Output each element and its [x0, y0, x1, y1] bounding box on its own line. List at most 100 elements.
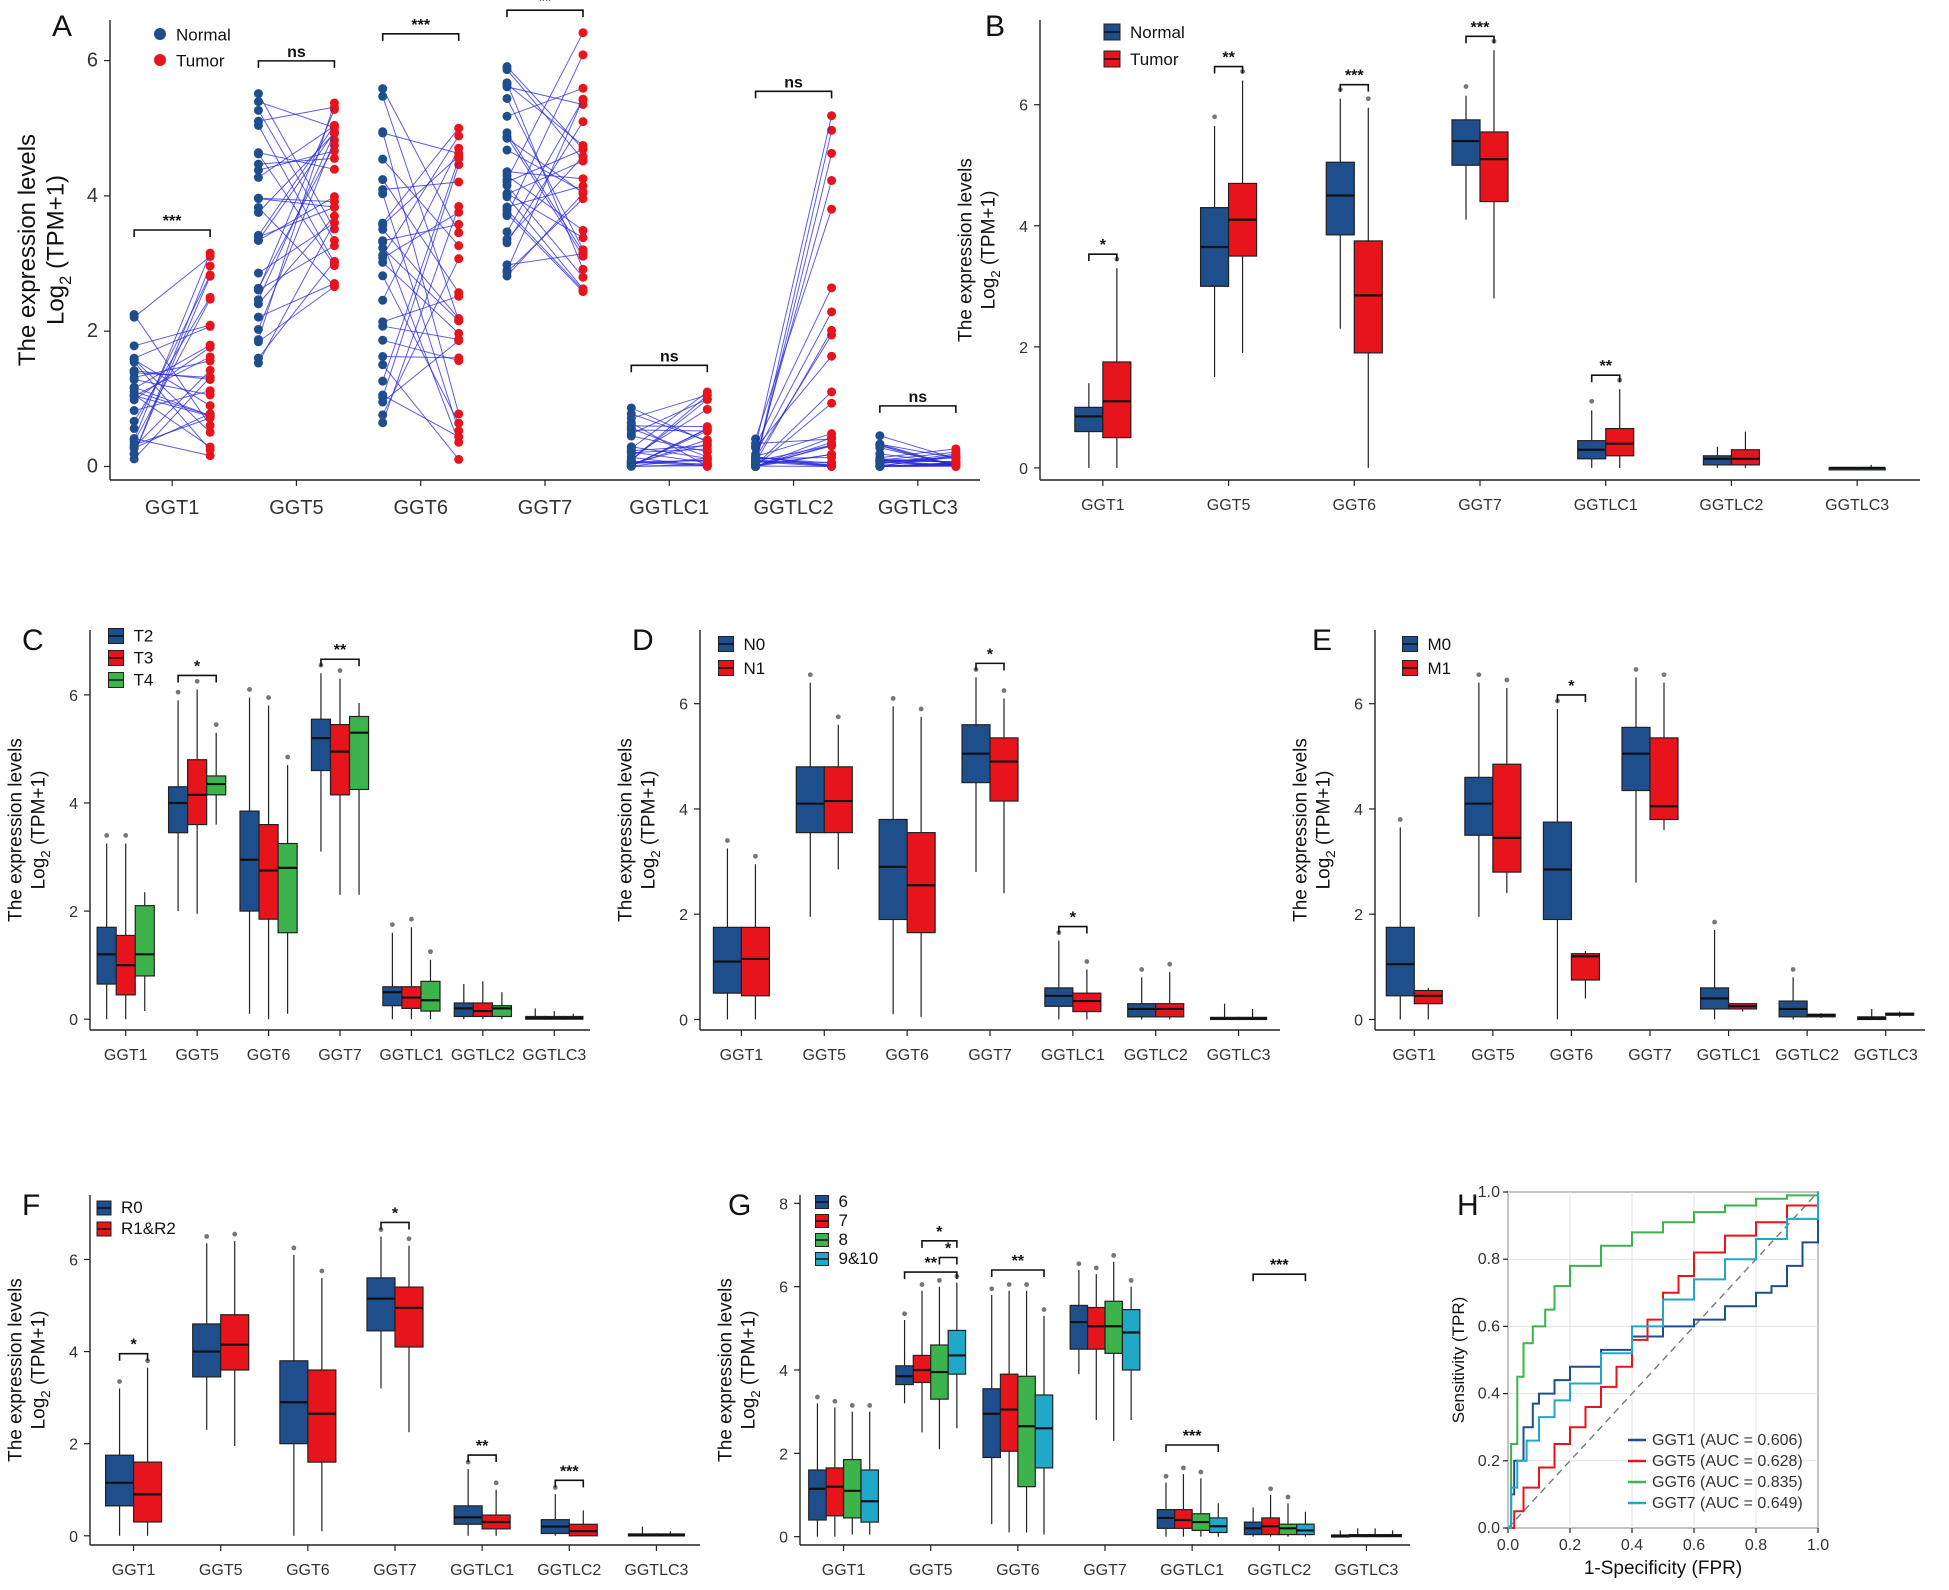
H-legend-label: GGT7 (AUC = 0.649)	[1652, 1495, 1803, 1512]
C-significance-label: *	[194, 658, 201, 675]
E-box-M0	[1385, 926, 1415, 997]
A-tumor-point	[205, 386, 215, 396]
A-normal-point	[253, 89, 263, 99]
F-legend-label: R0	[121, 1198, 143, 1217]
B-box-Tumor	[1730, 449, 1761, 466]
A-normal-point	[378, 418, 388, 428]
panel-letter-C: C	[22, 624, 44, 657]
D-legend-label: N1	[744, 659, 766, 678]
A-pair-line	[506, 149, 584, 183]
A-pair-line	[382, 164, 460, 398]
A-pair-line	[133, 265, 211, 454]
C-box-T4	[491, 1005, 513, 1018]
A-tumor-point	[205, 261, 215, 271]
A-tumor-point	[205, 356, 215, 366]
A-pair-line	[755, 130, 833, 465]
A-tumor-point	[827, 458, 837, 468]
A-tumor-point	[578, 181, 588, 191]
C-significance-bracket	[177, 674, 217, 683]
E-y-tick-label: 0	[1354, 1012, 1363, 1029]
A-pair-line	[133, 394, 211, 448]
A-tumor-point	[205, 270, 215, 280]
G-significance-label: *	[936, 1224, 943, 1241]
C-outlier	[337, 668, 343, 673]
D-y-title-sub: 2	[648, 850, 663, 857]
G-significance-label: **	[1012, 1253, 1025, 1270]
A-pair-line	[133, 344, 211, 389]
D-outlier	[918, 706, 924, 712]
C-box-T4	[277, 842, 298, 934]
H-y-tick-label: 0.8	[1478, 1251, 1500, 1268]
G-outlier	[1285, 1494, 1291, 1500]
A-pair-line	[257, 133, 335, 300]
D-significance-bracket	[1058, 925, 1088, 934]
A-normal-point	[378, 91, 388, 101]
C-y-title-line2: Log2 (TPM+1)	[28, 771, 53, 890]
A-tumor-point	[578, 225, 588, 235]
A-pair-line	[133, 386, 211, 417]
A-tumor-point	[827, 437, 837, 447]
A-significance-label: ns	[660, 348, 679, 365]
A-normal-point	[875, 431, 885, 441]
G-box-6	[808, 1469, 827, 1521]
C-box-T2	[239, 810, 260, 912]
E-outlier	[1476, 672, 1482, 678]
A-pair-line	[630, 399, 708, 461]
A-normal-point	[129, 424, 139, 434]
A-tumor-point	[454, 228, 464, 238]
A-pair-line	[258, 222, 335, 274]
A-legend-marker	[154, 54, 166, 66]
A-tumor-point	[329, 282, 339, 292]
B-y-title-line2: Log2 (TPM+1)	[978, 191, 1003, 310]
A-tumor-point	[578, 174, 588, 184]
A-pair-line	[257, 125, 335, 264]
C-y-title-tail: (TPM+1)	[28, 771, 49, 851]
A-normal-point	[253, 324, 263, 334]
A-pair-line	[382, 158, 460, 382]
A-pair-line	[755, 391, 832, 466]
C-outlier	[213, 722, 219, 727]
E-y-title-line2: Log2 (TPM+1)	[1313, 771, 1338, 890]
F-outlier	[552, 1485, 558, 1490]
C-y-tick-label: 0	[69, 1012, 78, 1029]
A-pair-line	[382, 132, 459, 154]
G-box-7	[825, 1467, 845, 1517]
A-pair-line	[133, 359, 211, 407]
A-pair-line	[382, 179, 460, 293]
A-pair-line	[630, 391, 708, 449]
C-outlier	[123, 833, 129, 838]
A-normal-point	[253, 105, 263, 115]
A-pair-line	[258, 125, 335, 236]
A-pair-line	[506, 193, 584, 277]
A-significance-bracket	[630, 364, 709, 373]
A-tumor-point	[827, 204, 837, 214]
G-significance-label: ***	[1270, 1257, 1289, 1274]
H-roc-curve-1	[1508, 1192, 1819, 1529]
H-x-axis-title: 1-Specificity (FPR)	[1584, 1558, 1742, 1579]
A-normal-point	[378, 376, 388, 386]
C-outlier	[266, 695, 271, 700]
B-significance-label: ***	[1471, 19, 1490, 36]
F-box-R0	[366, 1277, 396, 1332]
E-y-tick-label: 4	[1354, 802, 1363, 819]
A-pair-line	[257, 110, 335, 241]
B-significance-label: ***	[1345, 68, 1364, 85]
A-pair-line	[755, 402, 832, 467]
A-pair-line	[879, 435, 957, 460]
D-y-axis-title: The expression levels Log2 (TPM+1)	[616, 738, 664, 922]
D-outlier	[890, 696, 896, 701]
A-y-tick-label: 2	[87, 320, 98, 342]
G-significance-bracket	[1165, 1444, 1220, 1452]
A-pair-line	[382, 364, 460, 460]
D-x-tick-label: GGTLC2	[1124, 1047, 1188, 1064]
A-normal-point	[378, 352, 388, 362]
A-x-tick-label: GGTLC1	[629, 497, 709, 519]
A-normal-point	[253, 193, 263, 203]
A-pair-line	[879, 444, 956, 467]
B-x-tick-label: GGT1	[1081, 497, 1125, 514]
A-tumor-point	[205, 365, 215, 375]
A-pair-line	[133, 413, 211, 449]
E-box-M1	[1492, 763, 1522, 873]
A-normal-point	[129, 406, 139, 416]
G-y-title-tail: (TPM+1)	[738, 1311, 759, 1391]
